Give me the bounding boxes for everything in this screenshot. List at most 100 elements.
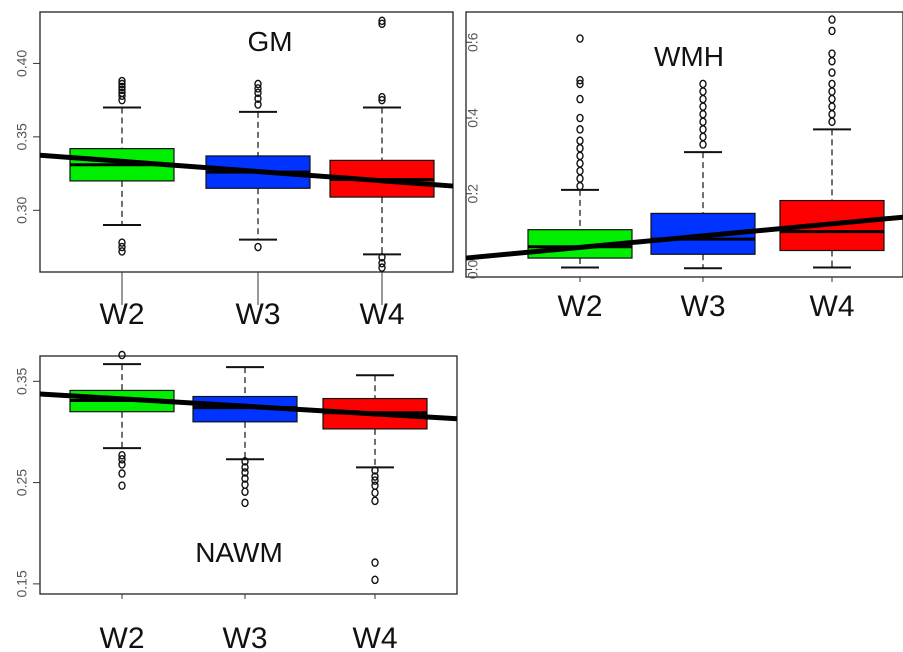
outlier-point [118, 450, 126, 460]
box-w3 [192, 366, 298, 508]
outlier-point [828, 79, 836, 89]
outlier-point [828, 68, 836, 77]
outlier-point [699, 117, 707, 127]
x-tick-label: W4 [360, 298, 405, 331]
y-tick-label: 0.4 [465, 108, 481, 128]
outlier-point [699, 87, 707, 96]
outlier-point [371, 466, 379, 475]
outlier-point [828, 102, 836, 111]
outlier-point [576, 94, 584, 104]
outlier-point [241, 498, 249, 508]
outlier-point [254, 88, 262, 98]
outlier-point [118, 91, 126, 101]
y-tick-label: 0.2 [465, 184, 481, 204]
trend-line [465, 214, 903, 261]
outlier-point [699, 79, 707, 89]
outlier-point [254, 79, 262, 89]
outlier-point [371, 496, 379, 506]
outlier-point [828, 117, 836, 127]
outlier-point [699, 102, 707, 111]
x-tick-label: W3 [681, 290, 726, 323]
outlier-point [576, 143, 584, 153]
panel-nawm: 0.15 0.25 0.35 NAWM W2 W3 W4 [14, 350, 458, 652]
box-w3 [205, 79, 311, 252]
outlier-point [576, 151, 584, 161]
x-tick-label: W3 [223, 622, 268, 652]
y-tick-label: 0.0 [465, 259, 481, 279]
panel-title: WMH [654, 41, 724, 72]
panel-gm: 0.30 0.35 0.40 GM W2 W3 W4 [14, 11, 454, 331]
y-tick-label: 0.40 [14, 50, 30, 77]
outlier-point [378, 92, 386, 102]
outlier-point [378, 19, 386, 29]
box-w2 [69, 350, 175, 490]
outlier-point [699, 132, 707, 142]
outlier-point [254, 94, 262, 103]
x-tick-label: W4 [810, 290, 855, 323]
outlier-point [241, 474, 249, 483]
y-tick-label: 0.35 [14, 367, 30, 394]
outlier-point [828, 109, 836, 119]
outlier-point [828, 26, 836, 36]
panel-title: NAWM [195, 537, 283, 568]
outlier-point [576, 136, 584, 146]
plot-frame [39, 11, 454, 273]
outlier-point [576, 159, 584, 168]
outlier-point [254, 242, 262, 252]
y-tick-label: 0.6 [465, 32, 481, 52]
plot-frame [465, 11, 903, 278]
panel-wmh: 0.0 0.2 0.4 0.6 WMH W2 W3 W4 [465, 11, 903, 323]
outlier-point [378, 253, 386, 262]
outlier-point [371, 488, 379, 498]
box-w2 [527, 34, 633, 269]
outlier-point [828, 56, 836, 66]
outlier-point [118, 455, 126, 464]
outlier-point [241, 487, 249, 497]
outlier-point [254, 84, 262, 93]
trend-line [39, 152, 454, 189]
outlier-point [699, 109, 707, 119]
outlier-point [118, 79, 126, 89]
outlier-point [241, 480, 249, 489]
outlier-point [118, 350, 126, 360]
box-w4 [329, 16, 435, 272]
outlier-point [828, 15, 836, 24]
outlier-point [576, 125, 584, 134]
y-tick-label: 0.25 [14, 469, 30, 496]
outlier-point [378, 16, 386, 26]
outlier-point [699, 94, 707, 104]
outlier-point [378, 258, 386, 268]
outlier-point [241, 457, 249, 466]
x-tick-label: W4 [353, 622, 398, 652]
outlier-point [118, 88, 126, 98]
outlier-point [576, 166, 584, 176]
outlier-point [378, 95, 386, 105]
outlier-point [371, 575, 379, 585]
panel-title: GM [247, 26, 292, 57]
plot-frame [39, 355, 458, 595]
y-tick-label: 0.30 [14, 196, 30, 223]
x-tick-label: W3 [236, 298, 281, 331]
outlier-point [576, 75, 584, 85]
outlier-point [241, 468, 249, 477]
outlier-point [118, 238, 126, 247]
outlier-point [576, 174, 584, 183]
x-tick-label: W2 [100, 622, 145, 652]
outlier-point [118, 242, 126, 252]
outlier-point [254, 100, 262, 109]
outlier-point [576, 181, 584, 191]
outlier-point [371, 558, 379, 567]
outlier-point [371, 476, 379, 485]
y-tick-label: 0.35 [14, 123, 30, 150]
box-w4 [322, 374, 428, 585]
x-tick-label: W2 [100, 298, 145, 331]
outlier-point [828, 49, 836, 58]
outlier-point [118, 76, 126, 86]
outlier-point [576, 79, 584, 89]
outlier-point [699, 140, 707, 149]
outlier-point [371, 481, 379, 490]
outlier-point [371, 472, 379, 481]
trend-line [39, 391, 458, 422]
outlier-point [118, 247, 126, 256]
